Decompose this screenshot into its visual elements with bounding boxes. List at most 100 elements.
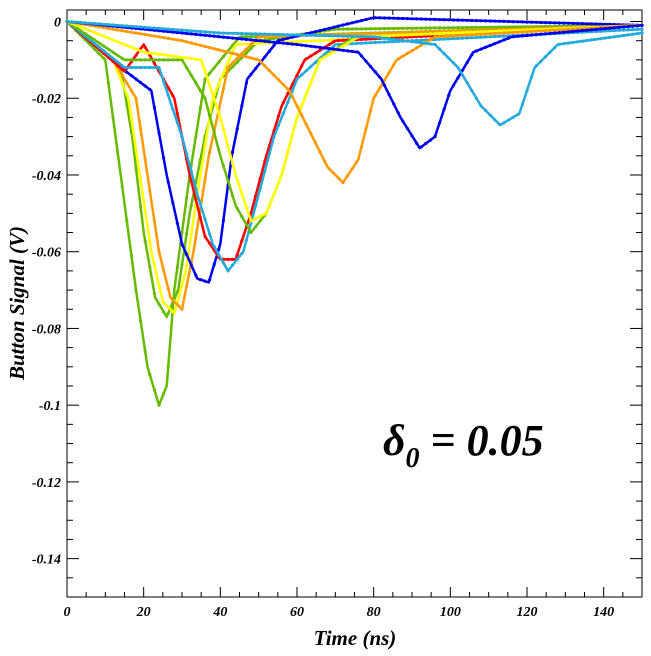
data-point <box>359 32 363 36</box>
data-point <box>171 27 175 32</box>
y-tick-label: 0 <box>54 16 61 31</box>
data-point <box>244 51 248 55</box>
delta-annotation: δ0 = 0.05 <box>383 416 544 474</box>
data-point <box>116 23 120 27</box>
data-point <box>410 33 414 37</box>
data-point <box>157 250 161 254</box>
data-point <box>134 58 138 62</box>
data-point <box>304 39 308 43</box>
data-point <box>419 41 423 45</box>
data-point <box>571 27 575 31</box>
data-point <box>249 34 253 39</box>
data-point <box>217 247 221 251</box>
data-point <box>318 58 322 62</box>
data-point <box>350 27 354 31</box>
data-point <box>143 33 147 37</box>
data-point <box>359 41 363 45</box>
data-point <box>157 283 161 287</box>
delta-symbol: δ <box>383 416 406 465</box>
data-point <box>226 269 230 273</box>
data-point <box>599 27 603 31</box>
data-point <box>185 264 189 268</box>
data-point <box>212 47 216 51</box>
data-point <box>208 278 212 282</box>
data-point <box>148 239 152 244</box>
data-point <box>162 156 166 160</box>
data-point <box>162 58 166 62</box>
data-point <box>323 27 327 32</box>
data-point <box>180 230 184 235</box>
data-point <box>548 50 552 54</box>
data-point <box>162 53 166 57</box>
data-point <box>79 29 83 33</box>
data-point <box>525 89 529 93</box>
data-point <box>212 245 216 249</box>
data-point <box>175 290 179 294</box>
data-point <box>405 26 409 30</box>
data-point <box>359 34 363 39</box>
data-point <box>566 27 571 31</box>
data-point <box>139 49 143 53</box>
data-point <box>290 133 294 137</box>
data-point <box>313 30 317 34</box>
data-point <box>364 27 368 31</box>
data-point <box>419 145 423 149</box>
data-point <box>171 94 175 98</box>
data-point <box>359 54 363 58</box>
data-point <box>631 28 635 32</box>
data-point <box>309 131 313 136</box>
data-point <box>198 202 202 206</box>
data-point <box>267 37 271 41</box>
data-point <box>125 29 129 34</box>
data-point <box>171 30 175 34</box>
data-point <box>313 39 317 43</box>
data-point <box>410 30 414 34</box>
data-point <box>175 303 179 307</box>
data-point <box>543 29 548 33</box>
data-point <box>157 302 161 306</box>
data-point <box>461 26 465 30</box>
data-point <box>364 17 368 22</box>
data-point <box>148 65 152 70</box>
data-point <box>594 37 598 41</box>
data-point <box>162 29 166 33</box>
data-point <box>419 38 423 42</box>
data-point <box>258 39 262 43</box>
data-point <box>451 34 455 38</box>
data-point <box>134 77 138 81</box>
data-point <box>313 60 317 65</box>
data-point <box>309 81 313 85</box>
data-point <box>120 56 124 60</box>
data-point <box>401 35 405 39</box>
data-point <box>129 253 133 258</box>
data-point <box>203 234 207 238</box>
data-point <box>309 54 313 58</box>
data-point <box>461 73 465 77</box>
data-point <box>387 71 391 75</box>
data-point <box>378 86 382 90</box>
data-point <box>594 27 598 31</box>
y-axis-title: Button Signal (V) <box>5 226 29 381</box>
data-point <box>484 32 488 36</box>
data-point <box>263 35 267 39</box>
data-point <box>497 19 501 23</box>
data-point <box>143 84 147 88</box>
y-tick-label: -0.14 <box>32 553 61 568</box>
series-line <box>66 20 643 407</box>
data-point <box>208 113 212 118</box>
data-point <box>396 57 400 61</box>
data-point <box>419 26 423 30</box>
data-point <box>507 31 511 35</box>
data-point <box>277 181 281 185</box>
data-point <box>433 42 437 47</box>
data-point <box>419 17 423 21</box>
data-point <box>106 81 110 85</box>
data-point <box>341 44 345 48</box>
data-point <box>465 33 469 37</box>
data-point <box>341 27 345 31</box>
data-point <box>566 21 571 25</box>
data-point <box>180 283 184 287</box>
data-point <box>479 47 483 51</box>
data-point <box>240 214 244 218</box>
data-point <box>346 34 350 38</box>
